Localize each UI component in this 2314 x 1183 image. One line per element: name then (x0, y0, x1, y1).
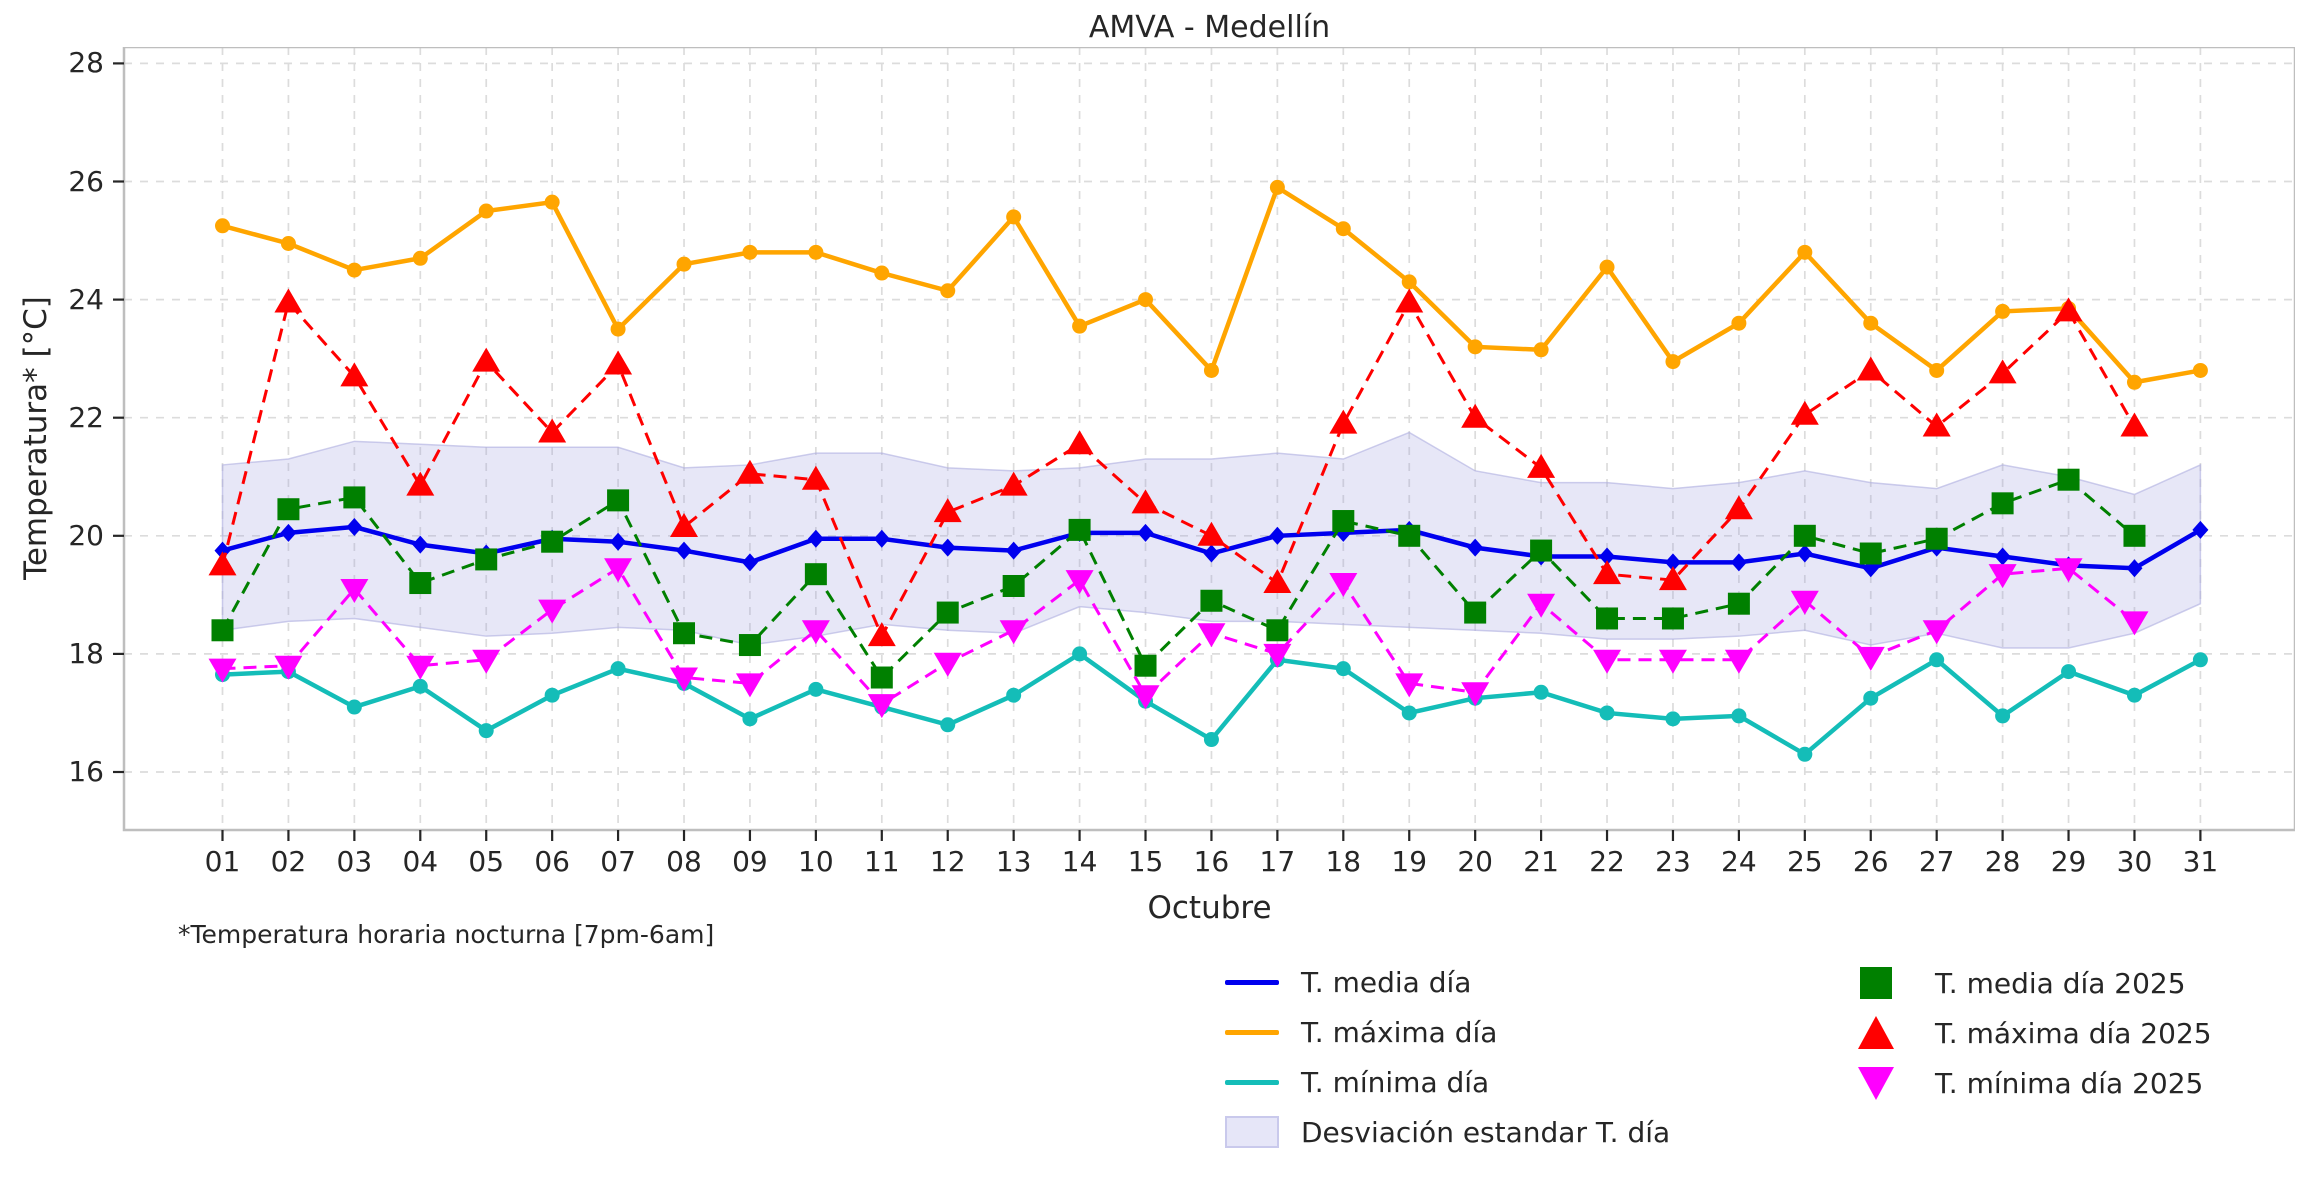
x-tick-label: 05 (468, 845, 505, 878)
x-tick-label: 03 (336, 845, 373, 878)
band-swatch (1225, 1116, 1279, 1148)
legend-item-maxima-2025: T. máxima día 2025 (1857, 1008, 2212, 1058)
legend-label: T. mínima día (1301, 1065, 1490, 1099)
plot-border (122, 47, 2295, 832)
x-tick-label: 24 (1721, 845, 1757, 878)
x-tick-label: 06 (534, 845, 570, 878)
legend-label: T. mínima día 2025 (1935, 1066, 2204, 1100)
x-tick-label: 11 (863, 845, 900, 878)
legend-left: T. media día T. máxima día T. mínima día… (1225, 957, 1670, 1157)
legend-label: T. media día 2025 (1935, 966, 2186, 1000)
legend-label: Desviación estandar T. día (1301, 1115, 1671, 1149)
series-t-m-nima-d-a-2025 (208, 558, 2149, 719)
x-tick-label: 28 (1984, 845, 2021, 878)
chart-title: AMVA - Medellín (1088, 10, 1331, 45)
y-tick-label: 24 (68, 282, 104, 316)
x-tick-label: 19 (1391, 845, 1428, 878)
y-tick-label: 18 (68, 636, 104, 670)
x-tick-label: 23 (1655, 845, 1691, 878)
square-marker-icon (1857, 964, 1895, 1002)
x-tick-label: 22 (1589, 845, 1625, 878)
legend-item-maxima-dia: T. máxima día (1225, 1007, 1670, 1057)
x-axis-title: Octubre (1147, 890, 1272, 926)
x-tick-label: 18 (1325, 845, 1362, 878)
legend-item-minima-2025: T. mínima día 2025 (1857, 1058, 2212, 1108)
line-swatch-blue (1225, 979, 1279, 985)
line-swatch-orange (1225, 1029, 1279, 1035)
x-tick-label: 17 (1259, 845, 1296, 878)
triangle-down-marker-icon (1857, 1064, 1895, 1102)
legend-item-minima-dia: T. mínima día (1225, 1057, 1670, 1107)
x-tick-label: 21 (1523, 845, 1559, 878)
x-tick-label: 04 (402, 845, 439, 878)
x-tick-label: 20 (1457, 845, 1493, 878)
x-tick-label: 26 (1852, 845, 1889, 878)
x-tick-label: 29 (2050, 845, 2087, 878)
line-swatch-cyan (1225, 1079, 1279, 1085)
y-tick-label: 22 (68, 400, 104, 434)
triangle-up-marker-icon (1857, 1014, 1895, 1052)
legend-label: T. media día (1301, 965, 1472, 999)
legend-right: T. media día 2025 T. máxima día 2025 T. … (1857, 958, 2212, 1108)
x-tick-label: 10 (798, 845, 834, 878)
x-tick-label: 12 (929, 845, 966, 878)
series-t-m-xima-d-a-2025 (208, 288, 2149, 647)
legend-item-desviacion: Desviación estandar T. día (1225, 1107, 1670, 1157)
x-tick-label: 09 (732, 845, 768, 878)
x-tick-label: 30 (2116, 845, 2153, 878)
x-tick-label: 16 (1193, 845, 1230, 878)
y-tick-label: 28 (68, 46, 104, 80)
x-tick-label: 27 (1918, 845, 1955, 878)
legend-label: T. máxima día (1301, 1015, 1498, 1049)
x-tick-label: 15 (1127, 845, 1164, 878)
legend-label: T. máxima día 2025 (1935, 1016, 2212, 1050)
y-tick-label: 16 (68, 755, 104, 788)
x-tick-label: 02 (270, 845, 307, 878)
x-tick-label: 08 (666, 845, 702, 878)
legend-item-media-2025: T. media día 2025 (1857, 958, 2212, 1008)
y-tick-label: 26 (68, 164, 104, 198)
legend-item-media-dia: T. media día (1225, 957, 1670, 1007)
y-tick-label: 20 (68, 518, 104, 552)
x-tick-label: 01 (204, 845, 241, 878)
x-tick-label: 14 (1061, 845, 1098, 878)
footnote: *Temperatura horaria nocturna [7pm-6am] (178, 920, 715, 949)
series-t-media-d-a-2025 (211, 468, 2146, 689)
x-tick-label: 25 (1786, 845, 1823, 878)
x-tick-label: 31 (2182, 845, 2219, 878)
x-tick-label: 13 (995, 845, 1032, 878)
x-tick-label: 07 (600, 845, 636, 878)
plot-area (113, 47, 2295, 841)
